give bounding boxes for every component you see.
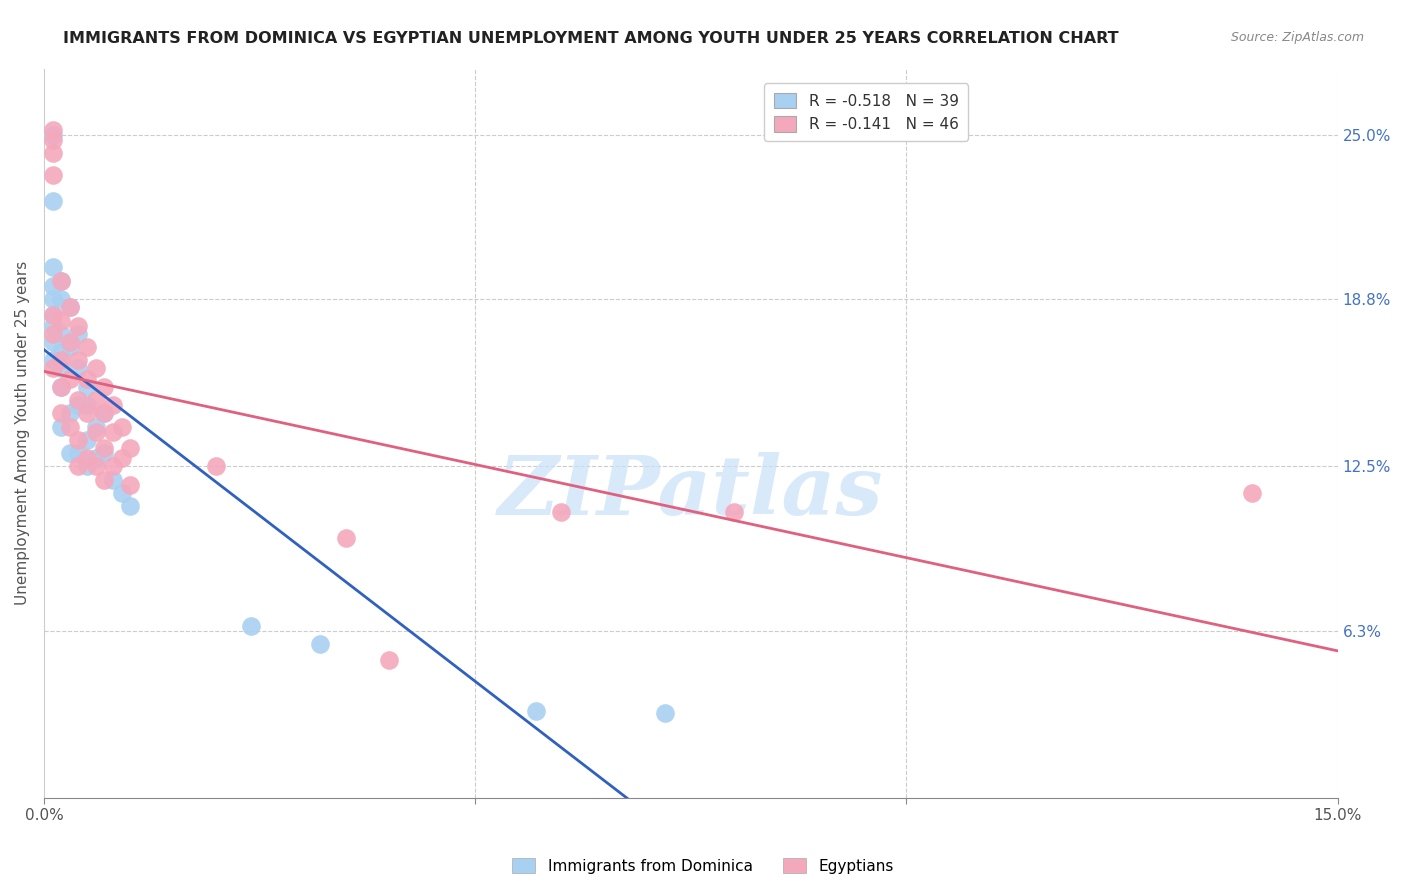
Point	[41, 361, 63, 376]
Point	[41, 168, 63, 182]
Point	[41, 293, 63, 307]
Point	[49, 361, 72, 376]
Point	[93, 473, 115, 487]
Point	[84, 361, 107, 376]
Point	[67, 433, 90, 447]
Point	[49, 274, 72, 288]
Point	[120, 478, 142, 492]
Point	[723, 504, 745, 518]
Point	[41, 326, 63, 341]
Point	[49, 353, 72, 368]
Point	[76, 451, 98, 466]
Point	[49, 406, 72, 420]
Point	[41, 146, 63, 161]
Point	[93, 441, 115, 455]
Point	[101, 425, 124, 439]
Point	[93, 406, 115, 420]
Text: IMMIGRANTS FROM DOMINICA VS EGYPTIAN UNEMPLOYMENT AMONG YOUTH UNDER 25 YEARS COR: IMMIGRANTS FROM DOMINICA VS EGYPTIAN UNE…	[63, 31, 1119, 46]
Point	[59, 334, 82, 349]
Point	[67, 393, 90, 408]
Point	[120, 500, 142, 514]
Point	[59, 300, 82, 314]
Text: Source: ZipAtlas.com: Source: ZipAtlas.com	[1230, 31, 1364, 45]
Point	[59, 406, 82, 420]
Point	[41, 122, 63, 136]
Point	[309, 637, 332, 651]
Point	[59, 340, 82, 354]
Point	[59, 300, 82, 314]
Point	[335, 531, 357, 545]
Point	[67, 446, 90, 460]
Point	[84, 419, 107, 434]
Legend: Immigrants from Dominica, Egyptians: Immigrants from Dominica, Egyptians	[506, 852, 900, 880]
Point	[93, 446, 115, 460]
Point	[67, 353, 90, 368]
Point	[101, 459, 124, 474]
Point	[67, 361, 90, 376]
Point	[76, 406, 98, 420]
Point	[41, 260, 63, 275]
Point	[67, 326, 90, 341]
Point	[76, 380, 98, 394]
Point	[84, 451, 107, 466]
Point	[93, 406, 115, 420]
Point	[76, 372, 98, 386]
Point	[76, 340, 98, 354]
Point	[84, 425, 107, 439]
Point	[101, 473, 124, 487]
Point	[59, 446, 82, 460]
Point	[41, 128, 63, 142]
Point	[67, 399, 90, 413]
Point	[76, 433, 98, 447]
Point	[49, 313, 72, 327]
Point	[120, 441, 142, 455]
Point	[41, 194, 63, 209]
Point	[378, 653, 401, 667]
Point	[67, 318, 90, 333]
Point	[524, 704, 547, 718]
Point	[41, 308, 63, 322]
Point	[49, 345, 72, 359]
Point	[1240, 486, 1263, 500]
Point	[76, 459, 98, 474]
Point	[41, 353, 63, 368]
Point	[49, 326, 72, 341]
Point	[205, 459, 228, 474]
Point	[550, 504, 572, 518]
Text: ZIPatlas: ZIPatlas	[498, 451, 883, 532]
Point	[93, 380, 115, 394]
Point	[654, 706, 676, 721]
Point	[84, 393, 107, 408]
Y-axis label: Unemployment Among Youth under 25 years: Unemployment Among Youth under 25 years	[15, 261, 30, 606]
Point	[41, 279, 63, 293]
Point	[101, 399, 124, 413]
Point	[49, 380, 72, 394]
Point	[110, 419, 132, 434]
Point	[67, 459, 90, 474]
Point	[110, 486, 132, 500]
Point	[41, 133, 63, 147]
Point	[76, 399, 98, 413]
Point	[41, 318, 63, 333]
Point	[110, 451, 132, 466]
Point	[49, 293, 72, 307]
Point	[239, 618, 262, 632]
Point	[84, 459, 107, 474]
Legend: R = -0.518   N = 39, R = -0.141   N = 46: R = -0.518 N = 39, R = -0.141 N = 46	[765, 84, 967, 142]
Point	[49, 380, 72, 394]
Point	[59, 372, 82, 386]
Point	[49, 419, 72, 434]
Point	[59, 419, 82, 434]
Point	[41, 308, 63, 322]
Point	[49, 274, 72, 288]
Point	[41, 334, 63, 349]
